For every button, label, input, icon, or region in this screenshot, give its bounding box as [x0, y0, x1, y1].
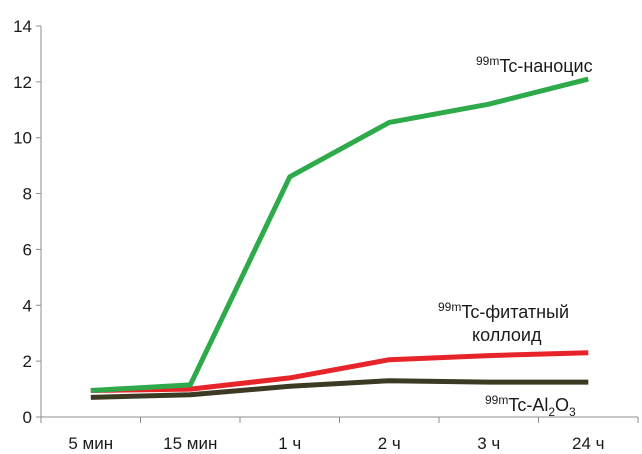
series-label-2: 99mTc-Al2O3 — [485, 393, 576, 419]
series-label-text: Tc-фитатный — [461, 302, 569, 322]
x-tick-label: 24 ч — [572, 434, 605, 453]
series-label-1: 99mTc-фитатный — [438, 300, 569, 322]
y-tick-label: 8 — [23, 185, 32, 204]
x-tick-label: 5 мин — [68, 434, 113, 453]
y-tick-label: 10 — [13, 129, 32, 148]
series-label-superscript: 99m — [438, 300, 461, 314]
series-label-superscript: 99m — [476, 54, 499, 68]
series-line-2 — [90, 378, 589, 400]
series-label-subscript: 2 — [548, 405, 555, 419]
y-tick-label: 2 — [23, 352, 32, 371]
y-tick-label: 12 — [13, 73, 32, 92]
series-line-0 — [90, 76, 589, 393]
series-label-text: O — [555, 395, 569, 415]
x-tick-label: 3 ч — [477, 434, 500, 453]
chart-series-lines — [90, 76, 589, 400]
y-tick-label: 4 — [23, 296, 32, 315]
series-label-subscript: 3 — [569, 405, 576, 419]
series-label-1-line2: коллоид — [472, 325, 542, 345]
chart-axes: 0 2 4 6 8 10 12 14 5 мин 15 мин 1 ч 2 ч 3 ч 24 ч — [13, 17, 639, 453]
x-tick-label: 2 ч — [378, 434, 401, 453]
x-tick-label: 15 мин — [163, 434, 217, 453]
chart-series-labels: 99mTc-наноцис99mTc-фитатныйколлоид99mTc-… — [438, 54, 593, 419]
series-label-0: 99mTc-наноцис — [476, 54, 593, 76]
y-tick-label: 14 — [13, 17, 32, 36]
series-line-1 — [90, 350, 589, 393]
x-tick-label: 1 ч — [278, 434, 301, 453]
series-label-text: Tc-наноцис — [499, 56, 592, 76]
series-label-text: Tc-Al — [508, 395, 548, 415]
series-label-superscript: 99m — [485, 393, 508, 407]
y-tick-label: 0 — [23, 408, 32, 427]
y-tick-label: 6 — [23, 240, 32, 259]
